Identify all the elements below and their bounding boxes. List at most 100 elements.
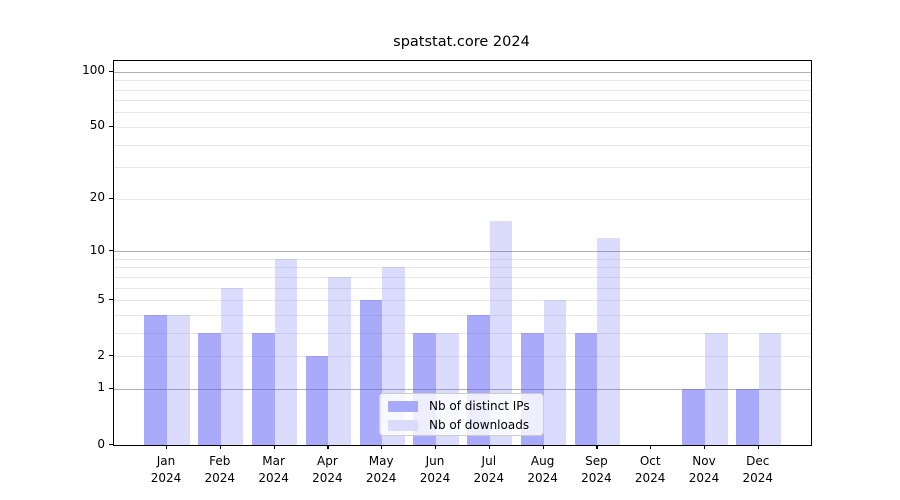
gridline-minor: [114, 356, 811, 358]
plot-area: [113, 60, 812, 446]
x-tick-label: Sep 2024: [564, 453, 628, 487]
y-tick-label: 10: [89, 242, 105, 257]
x-tick-label: Apr 2024: [295, 453, 359, 487]
gridline-minor: [114, 112, 811, 114]
x-tick-mark: [273, 445, 275, 449]
y-tick-label: 5: [97, 291, 105, 306]
x-tick-label: Dec 2024: [726, 453, 790, 487]
bar-distinct-ips: [305, 356, 329, 445]
gridline-major: [114, 71, 811, 73]
x-tick-mark: [488, 445, 490, 449]
y-tick-mark: [109, 387, 113, 390]
x-tick-label: Mar 2024: [242, 453, 306, 487]
x-tick-month: Oct: [639, 454, 661, 468]
bar-downloads: [543, 300, 567, 445]
gridline-minor: [114, 198, 811, 200]
legend: Nb of distinct IPs Nb of downloads: [379, 393, 544, 436]
x-tick-mark: [757, 445, 759, 449]
x-tick-year: 2024: [634, 471, 666, 485]
legend-swatch-distinct-ips: [388, 401, 418, 412]
bar-distinct-ips: [736, 388, 759, 445]
x-tick-year: 2024: [473, 471, 505, 485]
gridline-minor: [114, 287, 811, 289]
gridline-minor: [114, 332, 811, 334]
x-tick-mark: [704, 445, 706, 449]
x-tick-year: 2024: [688, 471, 720, 485]
x-tick-label: May 2024: [349, 453, 413, 487]
x-tick-year: 2024: [204, 471, 236, 485]
gridline-minor: [114, 126, 811, 128]
gridline-minor: [114, 314, 811, 316]
bar-distinct-ips: [198, 332, 221, 445]
x-tick-month: Feb: [209, 454, 231, 468]
bar-downloads: [705, 332, 728, 445]
legend-label-downloads: Nb of downloads: [429, 418, 530, 432]
y-tick-label: 100: [82, 63, 105, 78]
x-tick-month: May: [368, 454, 394, 468]
x-tick-month: Sep: [585, 454, 608, 468]
x-tick-mark: [327, 445, 329, 449]
x-tick-mark: [596, 445, 598, 449]
x-tick-month: Dec: [746, 454, 770, 468]
bar-downloads: [597, 237, 620, 445]
y-tick-label: 20: [89, 190, 105, 205]
y-tick-mark: [109, 355, 113, 357]
y-tick-label: 50: [89, 118, 105, 133]
bar-downloads: [758, 332, 782, 445]
x-tick-year: 2024: [581, 471, 612, 485]
gridline-major: [114, 251, 811, 253]
x-tick-label: Jul 2024: [457, 453, 521, 487]
x-tick-year: 2024: [150, 471, 182, 485]
x-tick-year: 2024: [742, 471, 774, 485]
x-tick-mark: [166, 445, 168, 449]
y-tick-label: 2: [97, 347, 105, 362]
bar-downloads: [274, 258, 298, 445]
y-tick-label: 0: [97, 436, 105, 451]
bar-downloads: [220, 287, 244, 445]
x-tick-label: Jan 2024: [134, 453, 198, 487]
x-tick-month: Nov: [692, 454, 716, 468]
gridline-minor: [114, 100, 811, 102]
gridline-major: [114, 388, 811, 390]
x-tick-month: Jan: [156, 454, 176, 468]
gridline-minor: [114, 267, 811, 269]
gridline-minor: [114, 167, 811, 169]
chart-title: spatstat.core 2024: [393, 34, 530, 50]
y-tick-mark: [109, 299, 113, 301]
bar-distinct-ips: [144, 314, 167, 445]
gridline-minor: [114, 276, 811, 278]
x-tick-mark: [219, 445, 221, 449]
x-tick-year: 2024: [258, 471, 289, 485]
x-tick-mark: [381, 445, 383, 449]
gridline-minor: [114, 258, 811, 260]
gridline-minor: [114, 300, 811, 302]
x-tick-label: Feb 2024: [188, 453, 252, 487]
x-tick-mark: [542, 445, 544, 449]
gridline-minor: [114, 89, 811, 91]
x-tick-year: 2024: [365, 471, 397, 485]
x-tick-month: Jul: [481, 454, 497, 468]
y-tick-label: 1: [97, 380, 105, 395]
x-tick-month: Aug: [530, 454, 555, 468]
x-tick-label: Jun 2024: [403, 453, 467, 487]
y-tick-mark: [109, 444, 113, 446]
gridline-minor: [114, 80, 811, 82]
x-tick-year: 2024: [312, 471, 343, 485]
y-tick-mark: [109, 250, 113, 252]
x-tick-month: Apr: [317, 454, 338, 468]
x-tick-month: Mar: [262, 454, 285, 468]
x-tick-mark: [435, 445, 437, 449]
x-tick-month: Jun: [425, 454, 445, 468]
legend-label-distinct-ips: Nb of distinct IPs: [429, 399, 530, 413]
y-tick-mark: [109, 125, 113, 128]
x-tick-label: Aug 2024: [511, 453, 575, 487]
y-tick-mark: [109, 70, 113, 72]
x-tick-year: 2024: [419, 471, 451, 485]
bar-downloads: [328, 276, 351, 445]
gridline-minor: [114, 144, 811, 146]
x-tick-mark: [650, 445, 652, 449]
bar-downloads: [489, 220, 513, 445]
legend-swatch-downloads: [388, 420, 418, 431]
x-tick-label: Oct 2024: [618, 453, 682, 487]
